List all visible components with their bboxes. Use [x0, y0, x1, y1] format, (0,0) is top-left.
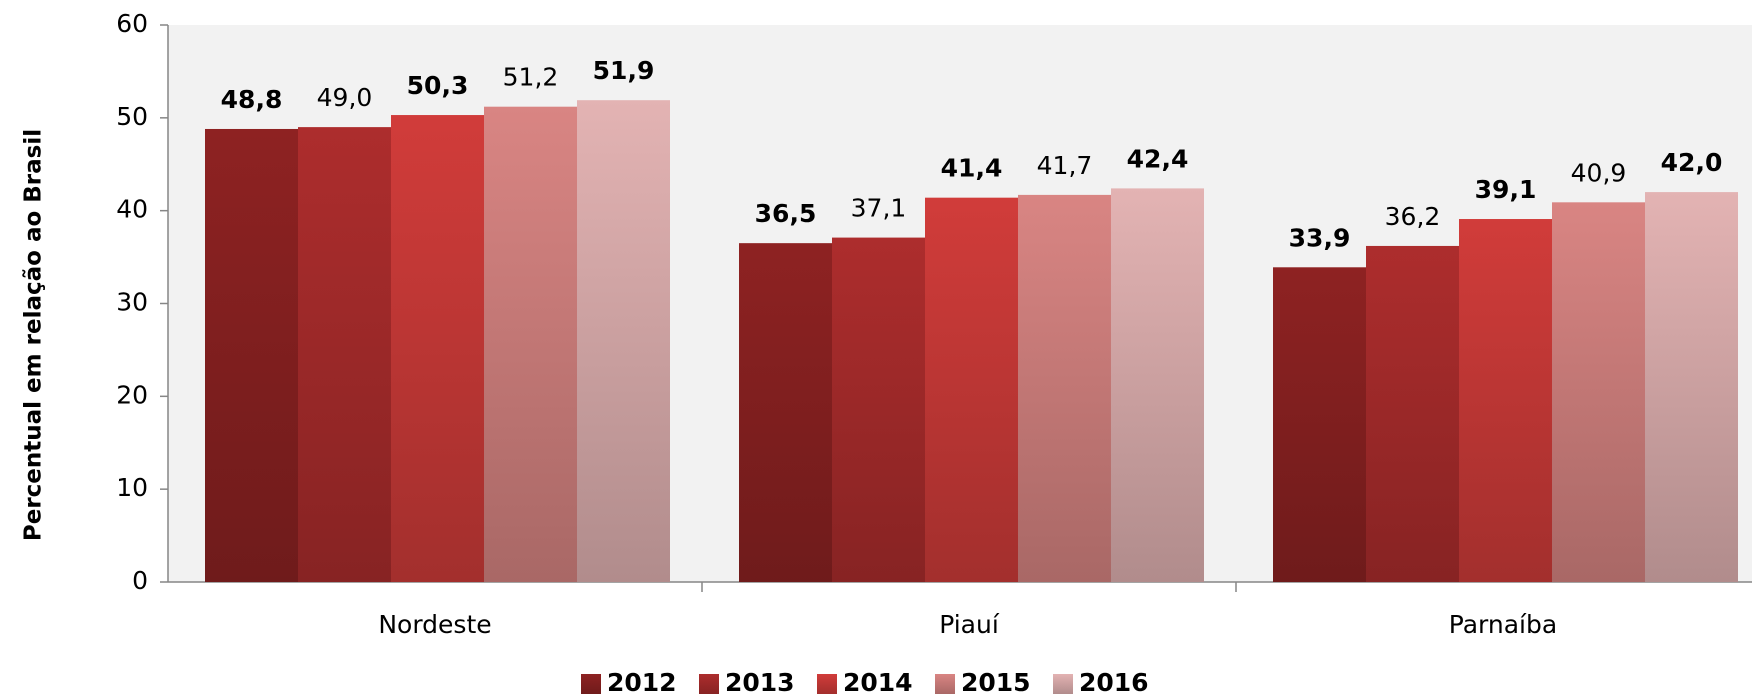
bar [391, 115, 484, 582]
legend-swatch [817, 674, 837, 694]
value-label: 41,7 [1037, 151, 1093, 180]
x-tick-label: Parnaíba [1449, 610, 1557, 639]
legend-swatch [699, 674, 719, 694]
bar [832, 237, 925, 583]
value-label: 33,9 [1289, 223, 1351, 252]
value-label: 36,5 [755, 199, 817, 228]
x-tick-label: Nordeste [378, 610, 491, 639]
y-tick-label: 40 [116, 195, 148, 224]
legend-label: 2014 [843, 668, 913, 697]
bar [1366, 245, 1459, 582]
value-label: 48,8 [221, 85, 283, 114]
bar [577, 100, 670, 582]
value-label: 42,0 [1661, 148, 1723, 177]
legend-swatch [935, 674, 955, 694]
bar [1552, 202, 1645, 583]
bar [1273, 267, 1366, 582]
legend-label: 2016 [1079, 668, 1149, 697]
x-tick-label: Piauí [939, 610, 1000, 639]
legend-label: 2012 [607, 668, 677, 697]
y-tick-label: 10 [116, 473, 148, 502]
value-label: 50,3 [407, 71, 469, 100]
bar [298, 127, 391, 582]
bar [1111, 188, 1204, 583]
value-label: 36,2 [1385, 202, 1441, 231]
legend-label: 2015 [961, 668, 1031, 697]
bar [739, 243, 832, 583]
value-label: 39,1 [1475, 175, 1537, 204]
value-label: 41,4 [941, 154, 1003, 183]
y-tick-label: 50 [116, 102, 148, 131]
value-label: 37,1 [851, 194, 907, 223]
value-label: 51,9 [593, 56, 655, 85]
legend-swatch [581, 674, 601, 694]
bar [1018, 194, 1111, 582]
legend-swatch [1053, 674, 1073, 694]
bar [484, 106, 577, 583]
bar [925, 197, 1018, 583]
y-axis-title: Percentual em relação ao Brasil [21, 129, 47, 541]
value-label: 40,9 [1571, 158, 1627, 187]
value-label: 51,2 [503, 63, 559, 92]
y-tick-label: 30 [116, 288, 148, 317]
y-tick-label: 60 [116, 9, 148, 38]
bar [1645, 192, 1738, 582]
value-label: 42,4 [1127, 144, 1189, 173]
value-label: 49,0 [317, 83, 373, 112]
legend-label: 2013 [725, 668, 795, 697]
y-tick-label: 0 [132, 566, 148, 595]
bar [1459, 219, 1552, 582]
bar [205, 128, 298, 582]
y-tick-label: 20 [116, 380, 148, 409]
